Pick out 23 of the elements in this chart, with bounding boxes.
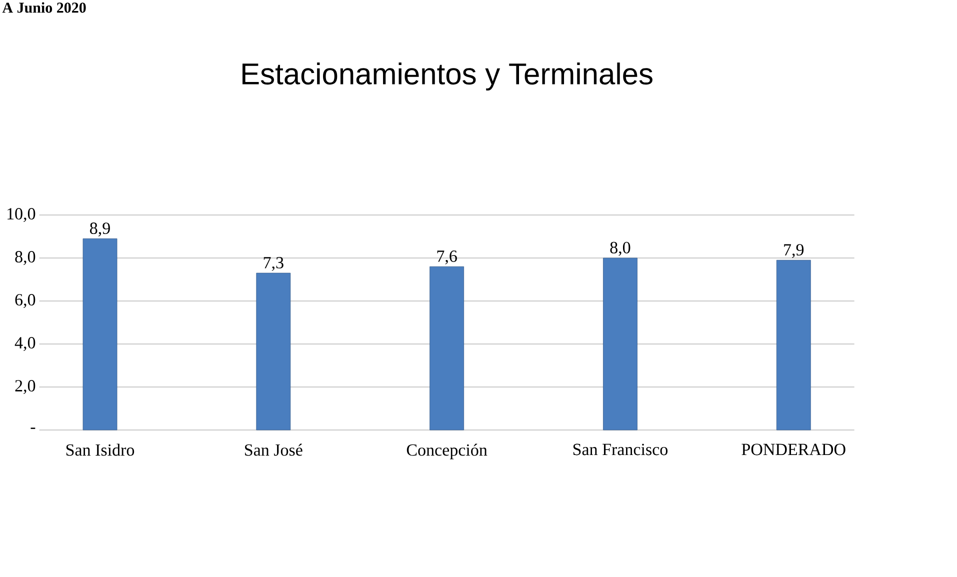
bar	[430, 266, 464, 430]
x-tick-label: San Isidro	[66, 444, 134, 456]
y-tick-label: 4,0	[14, 337, 36, 351]
text: A Junio 2020	[2, 2, 86, 13]
x-tick-label: PONDERADO	[742, 444, 846, 456]
y-tick-label: 10,0	[8, 208, 36, 222]
data-label: 7,3	[264, 256, 284, 271]
bar	[603, 258, 638, 430]
bar	[776, 260, 811, 430]
chart-title: Estacionamientos y Terminales	[242, 62, 652, 90]
data-label: 8,9	[90, 222, 110, 236]
y-tick-label: 8,0	[15, 251, 36, 265]
y-tick-label: -	[30, 428, 36, 429]
y-tick-label: 6,0	[15, 294, 36, 308]
y-tick-label: 2,0	[15, 380, 36, 394]
x-tick-label: Concepción	[406, 444, 488, 460]
bar	[82, 238, 118, 430]
data-label: 8,0	[610, 242, 630, 256]
x-tick-label: San Francisco	[573, 444, 668, 456]
data-label: 7,6	[437, 250, 457, 264]
data-label: 7,9	[784, 244, 804, 258]
x-tick-label: San José	[245, 444, 302, 456]
bar	[256, 272, 291, 430]
